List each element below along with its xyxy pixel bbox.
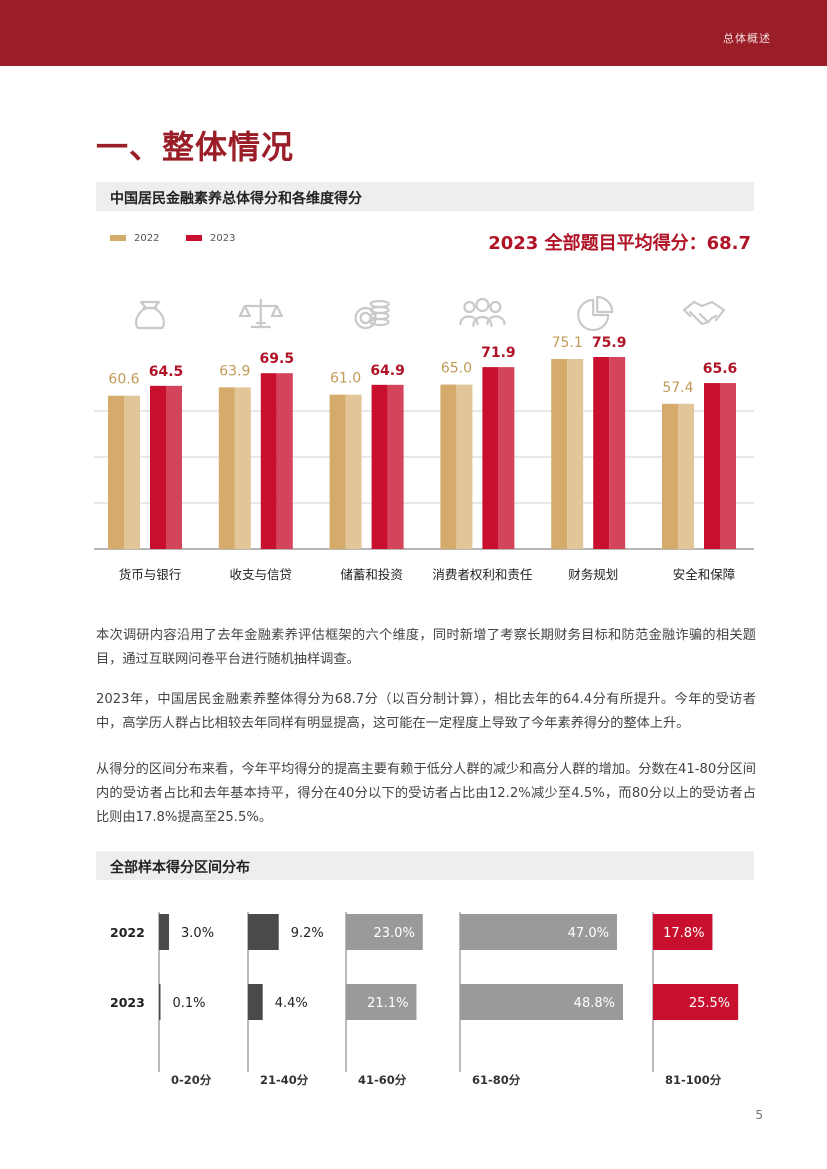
bar-2023-highlight bbox=[387, 384, 404, 549]
row-label-year: 2022 bbox=[110, 925, 145, 940]
bar-2022 bbox=[440, 384, 457, 549]
data-label-2023: 4.4% bbox=[275, 996, 308, 1011]
data-label-2023: 69.5 bbox=[260, 351, 295, 367]
x-tick-label: 0-20分 bbox=[171, 1073, 212, 1087]
data-label-2022: 23.0% bbox=[374, 926, 415, 941]
bar-2023 bbox=[248, 984, 263, 1020]
legend-item-2022: 2022 bbox=[110, 233, 159, 244]
row-label-year: 2023 bbox=[110, 995, 145, 1010]
bar-2022 bbox=[108, 395, 124, 549]
bar-2023-highlight bbox=[609, 357, 626, 549]
bar-2022 bbox=[653, 914, 713, 950]
bar-2023-highlight bbox=[720, 383, 736, 549]
bar-2023 bbox=[150, 385, 166, 549]
x-tick-label: 41-60分 bbox=[358, 1073, 407, 1087]
bar-2022-highlight bbox=[234, 387, 251, 549]
paragraph-2: 2023年，中国居民金融素养整体得分为68.7分（以百分制计算），相比去年的64… bbox=[96, 692, 756, 731]
data-label-2023: 75.9 bbox=[592, 335, 627, 351]
data-label-2022: 63.9 bbox=[219, 363, 250, 379]
handshake-icon bbox=[682, 300, 726, 326]
bar-2023-highlight bbox=[276, 373, 293, 549]
bar-2022 bbox=[329, 394, 346, 549]
data-label-2022: 61.0 bbox=[330, 371, 361, 387]
data-label-2022: 9.2% bbox=[291, 926, 324, 941]
paragraph-3: 从得分的区间分布来看，今年平均得分的提高主要有赖于低分人群的减少和高分人群的增加… bbox=[96, 762, 756, 825]
x-tick-label: 货币与银行 bbox=[119, 567, 182, 582]
page-title: 一、整体情况 bbox=[96, 128, 295, 166]
money-bag-icon bbox=[135, 300, 165, 330]
bar-2022 bbox=[460, 914, 617, 950]
bar-2023 bbox=[653, 984, 739, 1020]
section-title: 全部样本得分区间分布 bbox=[110, 860, 250, 876]
legend-swatch-2023 bbox=[186, 235, 202, 241]
people-group-icon bbox=[459, 297, 506, 328]
paragraph-1: 本次调研内容沿用了去年金融素养评估框架的六个维度，同时新增了考察长期财务目标和防… bbox=[96, 628, 756, 667]
dimension-score-chart: 60.6 64.5 货币与银行 63.9 69.5 收支与信贷 61.0 64.9 储蓄和投资 6… bbox=[94, 295, 754, 582]
data-label-2022: 65.0 bbox=[441, 361, 472, 377]
header-band: 总体概述 bbox=[0, 0, 827, 66]
bar-2022 bbox=[218, 387, 235, 549]
bar-2022 bbox=[248, 914, 279, 950]
legend-label-2022: 2022 bbox=[134, 233, 160, 244]
bar-2023-highlight bbox=[498, 367, 515, 549]
bar-2022 bbox=[662, 403, 678, 549]
bar-2023 bbox=[482, 367, 499, 549]
page-number: 5 bbox=[755, 1108, 763, 1122]
section-label: 总体概述 bbox=[723, 32, 771, 45]
x-tick-label: 消费者权利和责任 bbox=[432, 567, 532, 582]
section-title-bar: 全部样本得分区间分布 bbox=[96, 851, 754, 880]
bar-2022-highlight bbox=[456, 384, 473, 549]
data-label-2023: 64.9 bbox=[370, 363, 405, 379]
data-label-2023: 25.5% bbox=[689, 996, 730, 1011]
bar-2022-highlight bbox=[124, 395, 140, 549]
bar-2023 bbox=[704, 383, 720, 549]
x-tick-label: 财务规划 bbox=[568, 567, 618, 582]
x-tick-label: 安全和保障 bbox=[673, 567, 736, 582]
bar-2023 bbox=[593, 357, 610, 549]
data-label-2023: 65.6 bbox=[703, 361, 738, 377]
data-label-2023: 71.9 bbox=[481, 345, 516, 361]
data-label-2022: 47.0% bbox=[568, 926, 609, 941]
data-label-2022: 17.8% bbox=[663, 926, 704, 941]
x-tick-label: 收支与信贷 bbox=[230, 567, 293, 582]
scales-icon bbox=[238, 298, 283, 329]
bar-2022-highlight bbox=[567, 359, 584, 549]
section-title: 中国居民金融素养总体得分和各维度得分 bbox=[110, 191, 362, 207]
legend-item-2023: 2023 bbox=[186, 233, 235, 244]
bar-2022-highlight bbox=[345, 394, 362, 549]
x-tick-label: 21-40分 bbox=[260, 1073, 309, 1087]
x-tick-label: 61-80分 bbox=[472, 1073, 521, 1087]
bar-2022 bbox=[346, 914, 423, 950]
x-tick-label: 储蓄和投资 bbox=[340, 567, 403, 582]
data-label-2023: 64.5 bbox=[149, 364, 184, 380]
data-label-2022: 75.1 bbox=[552, 335, 583, 351]
score-distribution-chart: 2022 2023 0-20分 3.0% 0.1% 21-40分 9.2% 4.4% 41-60… bbox=[110, 912, 739, 1087]
data-label-2023: 21.1% bbox=[367, 996, 408, 1011]
average-score: 2023 全部题目平均得分：68.7 bbox=[488, 233, 751, 254]
bar-2022 bbox=[551, 359, 568, 549]
x-tick-label: 81-100分 bbox=[665, 1073, 722, 1087]
bar-2023 bbox=[371, 384, 388, 549]
pie-chart-icon bbox=[577, 295, 614, 332]
bar-2023 bbox=[460, 984, 623, 1020]
data-label-2023: 48.8% bbox=[574, 996, 615, 1011]
coins-icon bbox=[354, 299, 390, 330]
data-label-2023: 0.1% bbox=[173, 996, 206, 1011]
legend-swatch-2022 bbox=[110, 235, 126, 241]
data-label-2022: 60.6 bbox=[108, 372, 139, 388]
bar-2022-highlight bbox=[678, 403, 694, 549]
bar-2023 bbox=[260, 373, 277, 549]
bar-2023-highlight bbox=[166, 385, 182, 549]
bar-2022 bbox=[159, 914, 170, 950]
bar-2023 bbox=[346, 984, 417, 1020]
section-title-bar: 中国居民金融素养总体得分和各维度得分 bbox=[96, 182, 754, 211]
data-label-2022: 57.4 bbox=[662, 380, 693, 396]
data-label-2022: 3.0% bbox=[181, 926, 214, 941]
bar-2023 bbox=[159, 984, 161, 1020]
legend-label-2023: 2023 bbox=[210, 233, 236, 244]
